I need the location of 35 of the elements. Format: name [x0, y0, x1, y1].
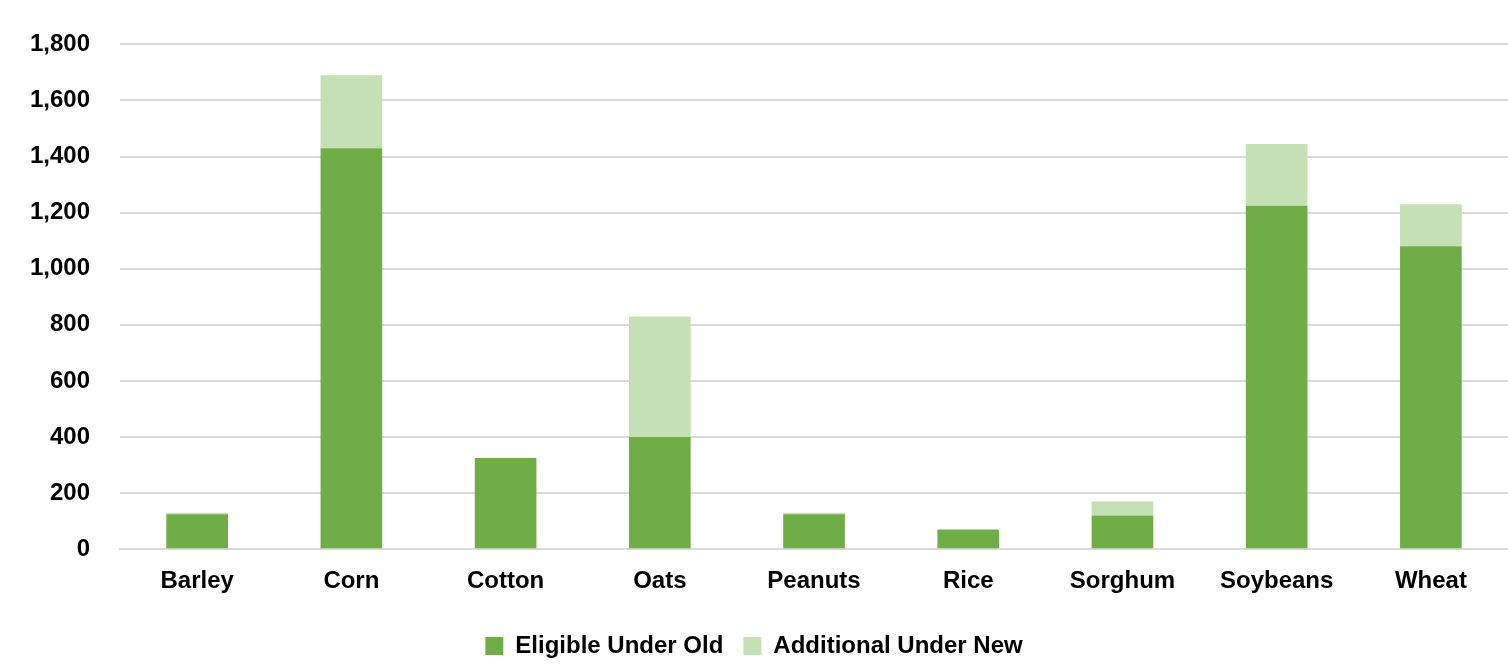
bar — [320, 75, 383, 149]
bar — [1245, 143, 1308, 206]
x-tick-label: Sorghum — [1069, 566, 1176, 594]
x-tick-label: Barley — [160, 566, 235, 594]
legend-label: Eligible Under Old — [515, 630, 724, 658]
y-tick-label: 800 — [50, 309, 91, 337]
bar — [937, 529, 1000, 549]
bar — [1400, 204, 1462, 247]
y-tick-label: 200 — [50, 477, 91, 505]
x-tick-label: Soybeans — [1219, 566, 1334, 594]
bar — [783, 514, 845, 549]
bar — [1400, 246, 1462, 549]
y-tick-label: 0 — [76, 533, 91, 561]
x-tick-label: Cotton — [466, 566, 545, 594]
y-tick-label: 1,200 — [30, 197, 91, 225]
x-tick-label: Oats — [633, 566, 687, 594]
x-tick-label: Corn — [323, 566, 380, 594]
legend-label: Additional Under New — [773, 630, 1024, 658]
x-tick-label: Rice — [942, 566, 994, 594]
x-tick-label: Wheat — [1394, 566, 1467, 594]
y-tick-label: 1,600 — [30, 85, 91, 113]
y-tick-label: 400 — [50, 421, 91, 449]
bar — [320, 148, 383, 549]
y-tick-label: 600 — [50, 365, 91, 393]
bar — [628, 316, 691, 438]
bar — [1091, 501, 1154, 516]
bar — [166, 514, 229, 549]
bar — [474, 458, 537, 549]
bar — [1245, 205, 1308, 549]
bar — [1091, 515, 1154, 549]
y-tick-label: 1,800 — [30, 29, 91, 57]
bar — [628, 437, 691, 549]
x-tick-label: Peanuts — [767, 566, 861, 594]
y-tick-label: 1,400 — [30, 141, 91, 169]
y-tick-label: 1,000 — [30, 253, 91, 281]
